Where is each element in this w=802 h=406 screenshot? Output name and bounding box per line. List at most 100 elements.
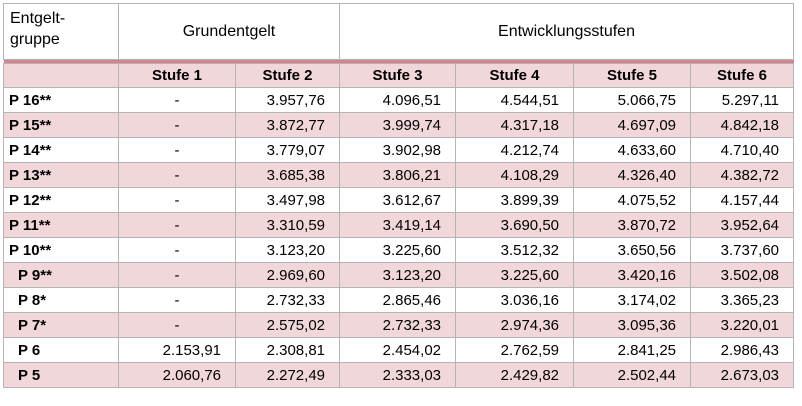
value-cell: 4.075,52	[573, 187, 691, 213]
value-cell: -	[118, 162, 236, 188]
value-cell: 2.333,03	[339, 362, 456, 388]
value-cell: 3.512,32	[455, 237, 574, 263]
value-cell: 3.806,21	[339, 162, 456, 188]
level-header: Stufe 4	[455, 63, 574, 88]
value-cell: 2.429,82	[455, 362, 574, 388]
value-cell: 2.673,03	[690, 362, 794, 388]
value-cell: 4.382,72	[690, 162, 794, 188]
value-cell: 2.454,02	[339, 337, 456, 363]
value-cell: 3.310,59	[235, 212, 340, 238]
value-cell: 3.952,64	[690, 212, 794, 238]
value-cell: 3.902,98	[339, 137, 456, 163]
table-row: P 15** - 3.872,77 3.999,74 4.317,18 4.69…	[3, 112, 794, 138]
grade-cell: P 7*	[3, 312, 119, 338]
table-row: P 5 2.060,76 2.272,49 2.333,03 2.429,82 …	[3, 362, 794, 388]
grade-cell: P 14**	[3, 137, 119, 163]
table-row: P 11** - 3.310,59 3.419,14 3.690,50 3.87…	[3, 212, 794, 238]
value-cell: 2.272,49	[235, 362, 340, 388]
value-cell: 3.036,16	[455, 287, 574, 313]
value-cell: 3.123,20	[235, 237, 340, 263]
value-cell: 2.153,91	[118, 337, 236, 363]
value-cell: 4.633,60	[573, 137, 691, 163]
grade-cell: P 11**	[3, 212, 119, 238]
value-cell: 3.095,36	[573, 312, 691, 338]
value-cell: 4.544,51	[455, 87, 574, 113]
group-header-line2: gruppe	[10, 31, 60, 48]
value-cell: -	[118, 262, 236, 288]
value-cell: 5.066,75	[573, 87, 691, 113]
level-header: Stufe 1	[118, 63, 236, 88]
table-row: P 9** - 2.969,60 3.123,20 3.225,60 3.420…	[3, 262, 794, 288]
value-cell: 3.899,39	[455, 187, 574, 213]
value-cell: 3.419,14	[339, 212, 456, 238]
grade-cell: P 10**	[3, 237, 119, 263]
table-row: P 13** - 3.685,38 3.806,21 4.108,29 4.32…	[3, 162, 794, 188]
value-cell: 2.969,60	[235, 262, 340, 288]
value-cell: -	[118, 137, 236, 163]
value-cell: 2.308,81	[235, 337, 340, 363]
value-cell: 4.096,51	[339, 87, 456, 113]
value-cell: 2.060,76	[118, 362, 236, 388]
value-cell: 4.710,40	[690, 137, 794, 163]
value-cell: 3.737,60	[690, 237, 794, 263]
value-cell: 3.365,23	[690, 287, 794, 313]
value-cell: 3.779,07	[235, 137, 340, 163]
level-header: Stufe 3	[339, 63, 456, 88]
value-cell: 3.420,16	[573, 262, 691, 288]
value-cell: 2.986,43	[690, 337, 794, 363]
value-cell: 3.999,74	[339, 112, 456, 138]
group-column-header: Entgelt-gruppe	[3, 3, 119, 60]
value-cell: 4.212,74	[455, 137, 574, 163]
value-cell: -	[118, 87, 236, 113]
value-cell: 2.841,25	[573, 337, 691, 363]
table-row: P 14** - 3.779,07 3.902,98 4.212,74 4.63…	[3, 137, 794, 163]
value-cell: 2.502,44	[573, 362, 691, 388]
base-pay-header: Grundentgelt	[118, 3, 340, 60]
value-cell: 3.497,98	[235, 187, 340, 213]
table-row: P 8* - 2.732,33 2.865,46 3.036,16 3.174,…	[3, 287, 794, 313]
value-cell: 3.690,50	[455, 212, 574, 238]
value-cell: 2.732,33	[235, 287, 340, 313]
value-cell: 3.870,72	[573, 212, 691, 238]
value-cell: 5.297,11	[690, 87, 794, 113]
value-cell: 3.123,20	[339, 262, 456, 288]
grade-cell: P 5	[3, 362, 119, 388]
value-cell: -	[118, 312, 236, 338]
grade-cell: P 8*	[3, 287, 119, 313]
grade-cell: P 16**	[3, 87, 119, 113]
value-cell: 4.326,40	[573, 162, 691, 188]
value-cell: 3.174,02	[573, 287, 691, 313]
salary-table-container: Entgelt-gruppe Grundentgelt Entwicklungs…	[3, 3, 794, 388]
group-header-line1: Entgelt-	[10, 10, 66, 27]
table-row: P 16** - 3.957,76 4.096,51 4.544,51 5.06…	[3, 87, 794, 113]
value-cell: 3.220,01	[690, 312, 794, 338]
salary-table: Entgelt-gruppe Grundentgelt Entwicklungs…	[3, 3, 794, 388]
value-cell: 3.685,38	[235, 162, 340, 188]
header-separator	[3, 59, 794, 64]
value-cell: 2.974,36	[455, 312, 574, 338]
grade-cell: P 9**	[3, 262, 119, 288]
grade-cell: P 13**	[3, 162, 119, 188]
grade-cell: P 15**	[3, 112, 119, 138]
value-cell: -	[118, 287, 236, 313]
value-cell: 3.872,77	[235, 112, 340, 138]
level-header: Stufe 5	[573, 63, 691, 88]
levels-header: Entwicklungsstufen	[339, 3, 794, 60]
value-cell: 3.502,08	[690, 262, 794, 288]
value-cell: 4.842,18	[690, 112, 794, 138]
value-cell: -	[118, 112, 236, 138]
table-row: P 12** - 3.497,98 3.612,67 3.899,39 4.07…	[3, 187, 794, 213]
level-header: Stufe 2	[235, 63, 340, 88]
value-cell: 3.612,67	[339, 187, 456, 213]
value-cell: 2.762,59	[455, 337, 574, 363]
value-cell: 4.108,29	[455, 162, 574, 188]
value-cell: 2.732,33	[339, 312, 456, 338]
value-cell: 2.575,02	[235, 312, 340, 338]
value-cell: 2.865,46	[339, 287, 456, 313]
value-cell: -	[118, 237, 236, 263]
salary-table-body: P 16** - 3.957,76 4.096,51 4.544,51 5.06…	[3, 87, 794, 388]
grade-cell: P 12**	[3, 187, 119, 213]
value-cell: -	[118, 212, 236, 238]
table-row: P 6 2.153,91 2.308,81 2.454,02 2.762,59 …	[3, 337, 794, 363]
value-cell: 4.317,18	[455, 112, 574, 138]
